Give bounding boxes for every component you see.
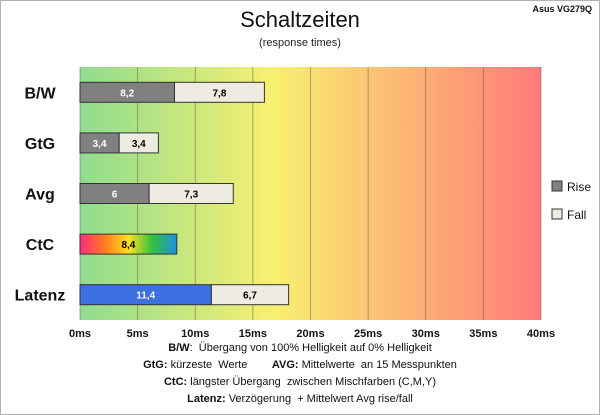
bars: 8,2 7,8 3,4 3,4 6 7,3 8,4 11,4 6,7	[79, 81, 290, 306]
monitor-model: Asus VG279Q	[532, 4, 592, 14]
x-tick-labels: 0ms 5ms 10ms 15ms 20ms 25ms 30ms 35ms 40ms	[69, 328, 555, 340]
note-line: B/W: Übergang von 100% Helligkeit auf 0%…	[0, 340, 600, 357]
bar-rise-label: 8,4	[121, 240, 135, 251]
bar-fall	[210, 284, 290, 306]
note-text: Verzögerung + Mittelwert Avg rise/fall	[225, 393, 413, 405]
bar-fall-label: 3,4	[132, 139, 146, 150]
category-label: B/W	[24, 85, 56, 102]
bar-fall-label: 7,8	[212, 88, 226, 99]
bar-fall-label: 7,3	[184, 190, 198, 201]
note-term: Latenz:	[187, 393, 226, 405]
note-term: B/W	[168, 342, 190, 354]
x-tick-label: 40ms	[527, 328, 555, 340]
note-line: Latenz: Verzögerung + Mittelwert Avg ris…	[0, 391, 600, 408]
category-label: Latenz	[15, 288, 66, 305]
note-text: kürzeste Werte	[167, 359, 272, 371]
bar-rise-label: 11,4	[136, 291, 155, 302]
bar-fall	[118, 132, 159, 154]
legend-swatch	[551, 208, 563, 220]
legend-label: Rise	[567, 180, 591, 194]
x-tick-label: 15ms	[239, 328, 267, 340]
note-term: CtC:	[163, 376, 188, 388]
bar-fall	[174, 81, 265, 103]
legend-label: Fall	[567, 208, 586, 222]
notes: B/W: Übergang von 100% Helligkeit auf 0%…	[0, 340, 600, 408]
x-tick-label: 30ms	[412, 328, 440, 340]
note-line: GtG: kürzeste Werte AVG: Mittelwerte an …	[0, 357, 600, 374]
note-text: : Übergang von 100% Helligkeit auf 0% He…	[189, 342, 432, 354]
bar-fall	[148, 183, 234, 204]
chart-subtitle: (response times)	[259, 37, 341, 49]
note-line: CtC: längster Übergang zwischen Mischfar…	[0, 374, 600, 391]
note-term: AVG:	[271, 359, 299, 371]
bar-fall-label: 6,7	[243, 291, 257, 302]
note-text: Mittelwerte an 15 Messpunkten	[298, 359, 457, 371]
bar-rise-label: 8,2	[120, 88, 134, 99]
x-tick-label: 35ms	[469, 328, 497, 340]
x-tick-label: 0ms	[69, 328, 91, 340]
chart-title: Schaltzeiten	[240, 7, 360, 32]
bar-rise-label: 6	[112, 190, 118, 201]
category-label: CtC	[26, 237, 55, 254]
bar-rise-label: 3,4	[93, 139, 107, 150]
category-label: GtG	[25, 136, 55, 153]
note-text: längster Übergang zwischen Mischfarben (…	[187, 376, 437, 388]
x-tick-label: 25ms	[354, 328, 382, 340]
legend: Rise Fall	[551, 180, 591, 222]
legend-swatch	[551, 180, 563, 192]
x-tick-label: 20ms	[296, 328, 324, 340]
note-term: GtG:	[143, 359, 168, 371]
category-labels: B/W GtG Avg CtC Latenz	[15, 85, 66, 304]
bar-rise	[79, 233, 178, 255]
x-tick-label: 5ms	[127, 328, 149, 340]
x-tick-label: 10ms	[181, 328, 209, 340]
category-label: Avg	[25, 187, 55, 204]
